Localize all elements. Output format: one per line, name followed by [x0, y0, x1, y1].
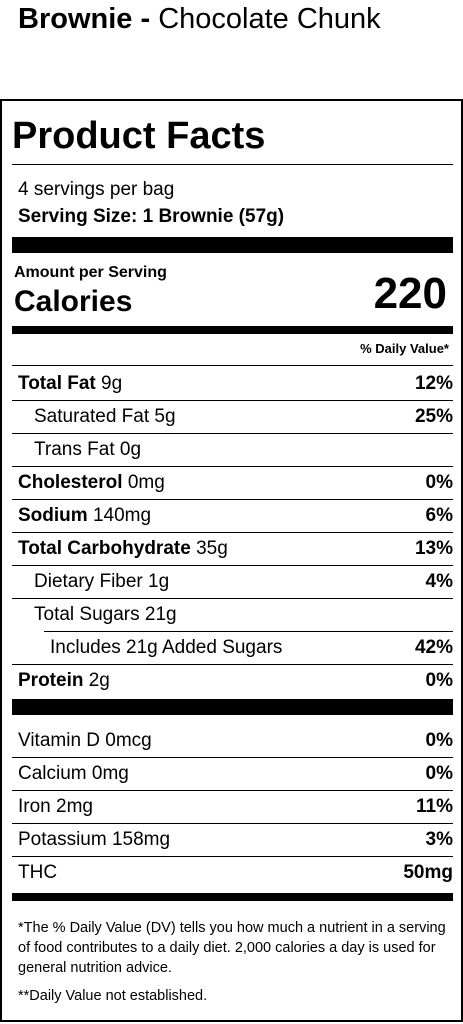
- nutrient-dv: 4%: [425, 571, 453, 592]
- product-name: Brownie -: [18, 3, 151, 35]
- nutrient-row-added-sugars: Includes 21g Added Sugars 42%: [12, 632, 453, 664]
- vitamin-name: THC: [18, 862, 58, 883]
- nutrient-name: Cholesterol: [18, 472, 123, 493]
- nutrient-amount: 140mg: [92, 505, 152, 526]
- divider: [12, 823, 453, 824]
- divider: [12, 499, 453, 500]
- footnote-not-established: **Daily Value not established.: [18, 988, 208, 1004]
- nutrient-dv: 12%: [414, 373, 453, 394]
- calories-value: 220: [373, 269, 447, 318]
- divider: [12, 400, 453, 401]
- vitamin-dv: 3%: [425, 829, 453, 850]
- nutrient-name: Includes 21g Added Sugars: [50, 637, 283, 658]
- facts-heading: Product Facts: [12, 115, 266, 157]
- nutrient-name: Trans Fat 0g: [34, 439, 142, 460]
- nutrient-amount: 2g: [88, 670, 110, 691]
- thick-divider: [12, 237, 453, 253]
- nutrient-row-total-sugars: Total Sugars 21g: [12, 599, 453, 631]
- divider: [44, 631, 453, 632]
- divider: [12, 365, 453, 366]
- nutrient-dv: 42%: [414, 637, 453, 658]
- divider: [12, 790, 453, 791]
- vitamin-dv: 0%: [425, 763, 453, 784]
- facts-panel: Product Facts 4 servings per bag Serving…: [0, 99, 463, 1022]
- serving-size: Serving Size: 1 Brownie (57g): [18, 206, 285, 227]
- product-title: Brownie - Chocolate Chunk: [18, 2, 381, 36]
- nutrient-dv: 6%: [425, 505, 453, 526]
- vitamin-row-potassium: Potassium 158mg 3%: [12, 824, 453, 856]
- divider: [12, 856, 453, 857]
- nutrient-name: Saturated Fat 5g: [34, 406, 176, 427]
- nutrient-row-sodium: Sodium 140mg 6%: [12, 500, 453, 532]
- nutrient-dv: 13%: [414, 538, 453, 559]
- divider: [12, 164, 453, 165]
- nutrient-name: Total Sugars 21g: [34, 604, 177, 625]
- vitamin-dv: 11%: [416, 796, 453, 817]
- nutrient-amount: 0mg: [127, 472, 165, 493]
- vitamin-row-iron: Iron 2mg 11%: [12, 791, 453, 823]
- nutrient-name: Total Carbohydrate: [18, 538, 191, 559]
- footnote-daily-value: *The % Daily Value (DV) tells you how mu…: [18, 920, 446, 976]
- nutrient-amount: 35g: [196, 538, 228, 559]
- nutrient-name: Sodium: [18, 505, 88, 526]
- nutrient-row-dietary-fiber: Dietary Fiber 1g 4%: [12, 566, 453, 598]
- daily-value-header: % Daily Value*: [360, 341, 449, 356]
- nutrient-row-cholesterol: Cholesterol 0mg 0%: [12, 467, 453, 499]
- divider: [12, 466, 453, 467]
- nutrient-dv: 0%: [425, 472, 453, 493]
- nutrient-name: Protein: [18, 670, 84, 691]
- divider: [12, 433, 453, 434]
- nutrient-amount: 9g: [101, 373, 123, 394]
- nutrient-row-total-carbohydrate: Total Carbohydrate 35g 13%: [12, 533, 453, 565]
- vitamin-name: Iron 2mg: [18, 796, 93, 817]
- vitamin-dv: 50mg: [403, 862, 453, 883]
- nutrient-row-total-fat: Total Fat 9g 12%: [12, 368, 453, 400]
- divider: [12, 757, 453, 758]
- vitamin-name: Potassium 158mg: [18, 829, 171, 850]
- vitamin-name: Calcium 0mg: [18, 763, 129, 784]
- thick-divider: [12, 699, 453, 715]
- vitamin-name: Vitamin D 0mcg: [18, 730, 152, 751]
- nutrient-name: Dietary Fiber 1g: [34, 571, 170, 592]
- calories-label: Calories: [14, 285, 133, 318]
- divider: [12, 565, 453, 566]
- nutrient-dv: 0%: [425, 670, 453, 691]
- servings-per-bag: 4 servings per bag: [18, 179, 175, 200]
- nutrient-name: Total Fat: [18, 373, 96, 394]
- product-flavor: Chocolate Chunk: [158, 3, 381, 35]
- vitamin-row-calcium: Calcium 0mg 0%: [12, 758, 453, 790]
- vitamin-row-thc: THC 50mg: [12, 857, 453, 889]
- nutrient-row-saturated-fat: Saturated Fat 5g 25%: [12, 401, 453, 433]
- vitamin-row-vitamin-d: Vitamin D 0mcg 0%: [12, 725, 453, 757]
- nutrient-dv: 25%: [414, 406, 453, 427]
- nutrient-row-trans-fat: Trans Fat 0g: [12, 434, 453, 466]
- divider: [12, 532, 453, 533]
- divider: [12, 598, 453, 599]
- amount-per-serving: Amount per Serving: [14, 264, 167, 281]
- divider: [12, 664, 453, 665]
- medium-divider: [12, 893, 453, 901]
- medium-divider: [12, 326, 453, 334]
- nutrient-row-protein: Protein 2g 0%: [12, 665, 453, 697]
- vitamin-dv: 0%: [425, 730, 453, 751]
